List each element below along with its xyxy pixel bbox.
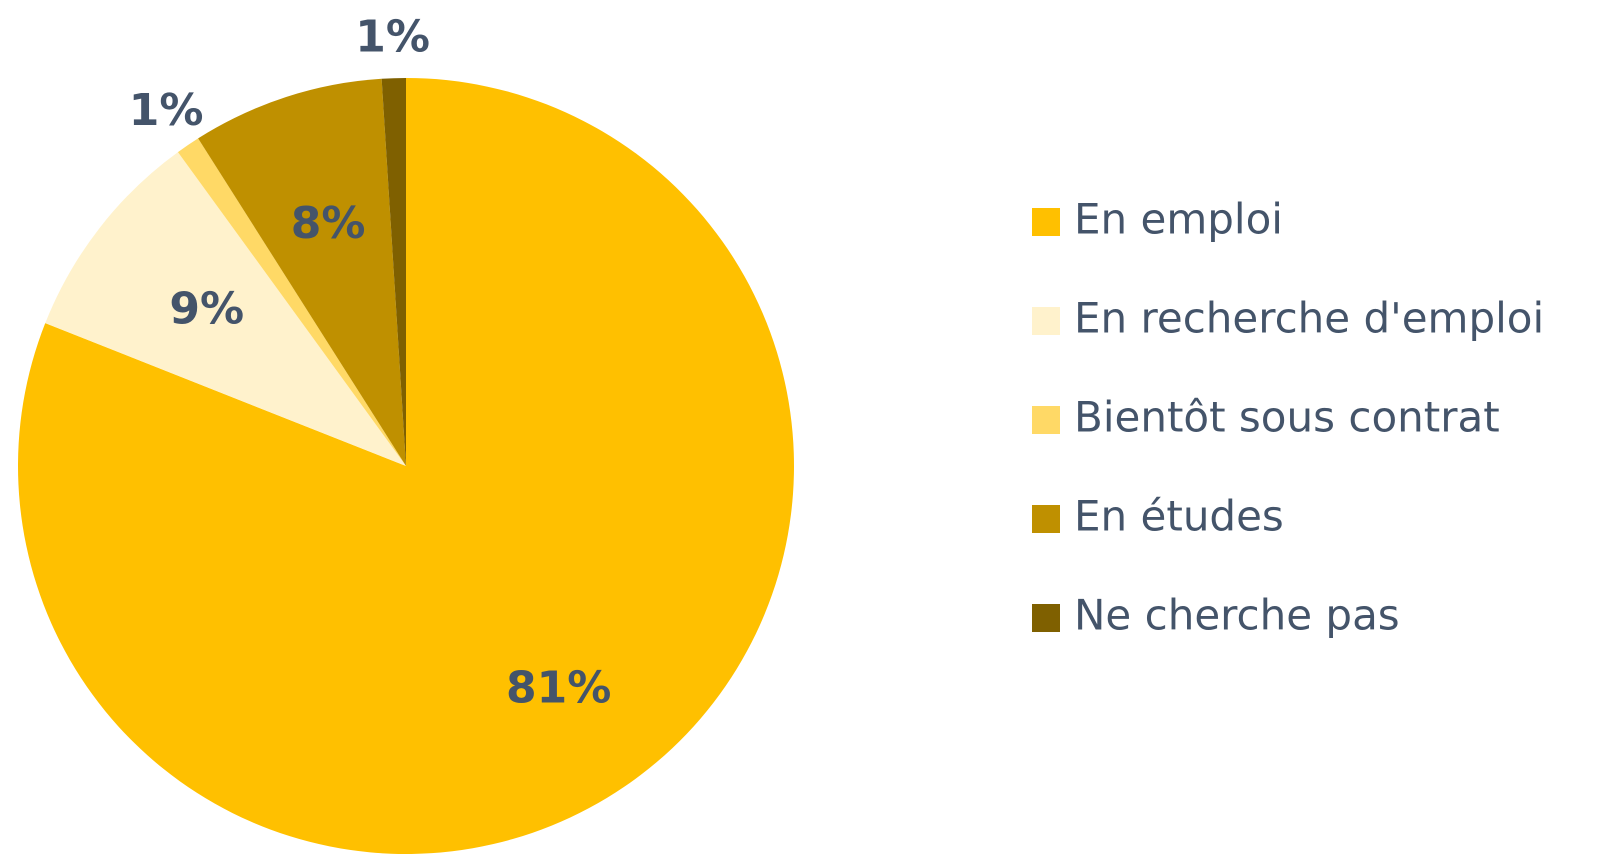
legend-swatch (1032, 406, 1060, 434)
legend-label: Ne cherche pas (1074, 591, 1400, 640)
data-label: 8% (291, 198, 366, 249)
pie-slice (198, 78, 406, 467)
data-label: 81% (506, 663, 611, 714)
data-label: 9% (169, 283, 244, 334)
legend-swatch (1032, 307, 1060, 335)
pie-slice (45, 152, 406, 466)
legend-label: En emploi (1074, 195, 1283, 244)
pie-slice (177, 138, 406, 467)
legend-swatch (1032, 505, 1060, 533)
pie-slice (17, 78, 795, 854)
data-label: 1% (355, 11, 430, 62)
legend-label: Bientôt sous contrat (1074, 393, 1500, 442)
pie-slice (381, 78, 406, 466)
legend-label: En recherche d'emploi (1074, 294, 1544, 343)
legend-swatch (1032, 604, 1060, 632)
data-label: 1% (129, 85, 204, 136)
legend-swatch (1032, 208, 1060, 236)
legend-label: En études (1074, 492, 1284, 541)
